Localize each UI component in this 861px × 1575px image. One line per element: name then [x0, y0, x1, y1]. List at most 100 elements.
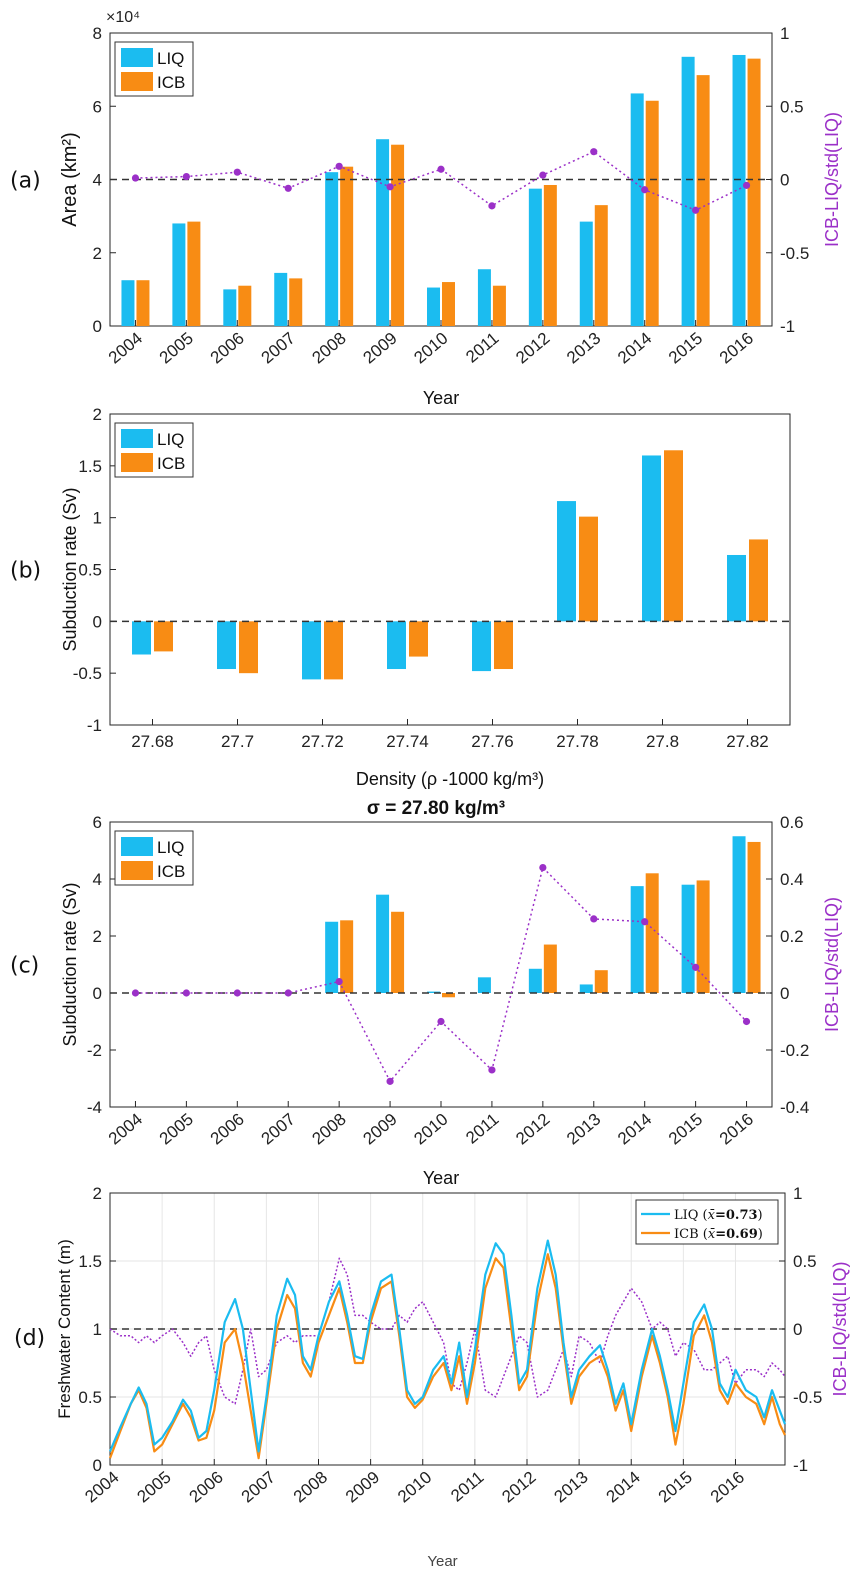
x-tick-label: 2004	[105, 1110, 146, 1149]
y-tick-label: 0	[93, 984, 102, 1003]
exponent-label: ×10⁴	[106, 9, 140, 26]
x-tick-label: 2013	[563, 1110, 604, 1149]
bar-icb-2012	[543, 944, 557, 993]
bar-icb-27.76	[494, 621, 513, 670]
x-tick-label: 2004	[81, 1468, 122, 1507]
legend-label-icb: ICB	[157, 454, 185, 473]
x-tick-label: 2007	[258, 329, 299, 368]
x-axis-label: Density (ρ -1000 kg/m³)	[356, 769, 544, 789]
x-tick-label: 2015	[665, 329, 706, 368]
y2-tick-label: 0	[793, 1320, 802, 1339]
legend-mean-text: =0.69	[715, 1227, 758, 1242]
x-tick-label: 27.82	[726, 732, 769, 751]
diff-point-2012	[539, 864, 547, 872]
bar-liq-2011	[477, 269, 491, 326]
diff-point-2007	[284, 184, 292, 192]
legend-swatch-liq	[121, 48, 153, 67]
x-tick-label: 2015	[665, 1110, 706, 1149]
bar-icb-2010	[442, 993, 455, 998]
x-axis-label: Year	[423, 1168, 459, 1188]
bar-liq-2010	[427, 991, 440, 993]
x-tick-label: 2016	[716, 1110, 757, 1149]
bar-icb-2014	[645, 873, 659, 993]
panel-d: 0 0.5 1 1.5 2 -1 -0.5 0 0.5 1 2004 2005 2006 2007 2008…	[14, 1184, 850, 1570]
y2-tick-label: 1	[793, 1184, 802, 1203]
y-tick-label: 0.5	[78, 561, 102, 580]
legend-swatch-liq	[121, 837, 153, 856]
bar-icb-27.68	[154, 621, 173, 652]
bar-liq-2012	[528, 188, 542, 326]
y-tick-label: 2	[93, 405, 102, 424]
x-tick-label: 2005	[156, 329, 197, 368]
bar-icb-27.72	[324, 621, 343, 680]
bar-icb-2008	[340, 166, 354, 326]
y-tick-label: 0.5	[78, 1388, 102, 1407]
y2-tick-label: -0.4	[780, 1098, 809, 1117]
bar-icb-2007	[289, 278, 303, 326]
diff-point-2013	[590, 148, 598, 156]
x-tick-label: 2010	[394, 1468, 435, 1507]
y2-tick-label: 1	[780, 24, 789, 43]
x-axis-label: Year	[423, 388, 459, 408]
x-tick-label: 2013	[563, 329, 604, 368]
y-tick-label: 0	[93, 612, 102, 631]
bar-icb-2012	[543, 184, 557, 326]
bar-icb-27.8	[664, 450, 683, 622]
legend-prefix: ICB (	[674, 1227, 708, 1242]
bar-icb-2009	[391, 144, 405, 326]
panel-a: 0 2 4 6 8 -1 -0.5 0 0.5 1 2004 2005 2006 2007 2008 2009…	[10, 9, 842, 408]
bar-liq-27.76	[472, 621, 491, 672]
bar-icb-2005	[187, 221, 201, 326]
panel-label: (a)	[10, 169, 41, 194]
bar-icb-2008	[340, 920, 354, 993]
y-tick-label: 0	[93, 1456, 102, 1475]
y-tick-label: 1	[93, 1320, 102, 1339]
y-tick-label: -2	[87, 1041, 102, 1060]
bar-icb-2013	[594, 970, 608, 993]
bar-icb-2011	[492, 285, 506, 326]
x-tick-label: 2010	[410, 1110, 451, 1149]
diff-point-2004	[131, 174, 140, 182]
y-axis-label: Freshwater Content (m)	[55, 1239, 74, 1419]
legend-mean-text: =0.73	[715, 1208, 758, 1223]
diff-point-2006	[233, 168, 241, 176]
bar-liq-27.78	[557, 501, 576, 622]
y2-tick-label: 0	[780, 171, 789, 190]
panel-label: (c)	[10, 954, 39, 979]
diff-point-2013	[590, 915, 598, 923]
x-tick-label: 2016	[716, 329, 757, 368]
x-tick-label: 27.74	[386, 732, 429, 751]
bar-liq-2014	[630, 93, 644, 327]
bar-liq-27.68	[132, 621, 151, 655]
bar-liq-2012	[528, 968, 542, 993]
y2-tick-label: -0.5	[793, 1388, 822, 1407]
x-tick-label: 2006	[207, 1110, 248, 1149]
y-tick-label: 1	[93, 509, 102, 528]
y-tick-label: 4	[93, 171, 102, 190]
chart-title: σ = 27.80 kg/m³	[367, 798, 505, 819]
x-tick-label: 2006	[207, 329, 248, 368]
bar-icb-2016	[747, 841, 761, 993]
x-tick-label: 2015	[655, 1468, 696, 1507]
bar-liq-27.8	[642, 455, 661, 622]
x-tick-label: 2007	[258, 1110, 299, 1149]
diff-point-2009	[386, 1077, 394, 1085]
y-axis-label: Area (km²)	[59, 132, 81, 226]
x-tick-label: 2014	[614, 329, 655, 368]
y2-tick-label: 0.6	[780, 813, 804, 832]
bar-icb-2014	[645, 100, 659, 326]
y-tick-label: 4	[93, 870, 102, 889]
legend-suffix: )	[758, 1208, 763, 1223]
bar-icb-2013	[594, 205, 608, 326]
x-tick-label: 2007	[238, 1468, 279, 1507]
x-tick-label: 2009	[359, 329, 400, 368]
y2-tick-label: 0.2	[780, 927, 804, 946]
y-axis-label: Subduction rate (Sv)	[60, 487, 80, 651]
x-tick-label: 27.8	[646, 732, 679, 751]
x-tick-label: 2008	[309, 329, 350, 368]
y2-tick-label: 0.4	[780, 870, 804, 889]
y-tick-label: 2	[93, 927, 102, 946]
series-line-liq	[108, 1239, 787, 1453]
diff-point-2009	[386, 183, 394, 191]
x-tick-label: 27.72	[301, 732, 344, 751]
